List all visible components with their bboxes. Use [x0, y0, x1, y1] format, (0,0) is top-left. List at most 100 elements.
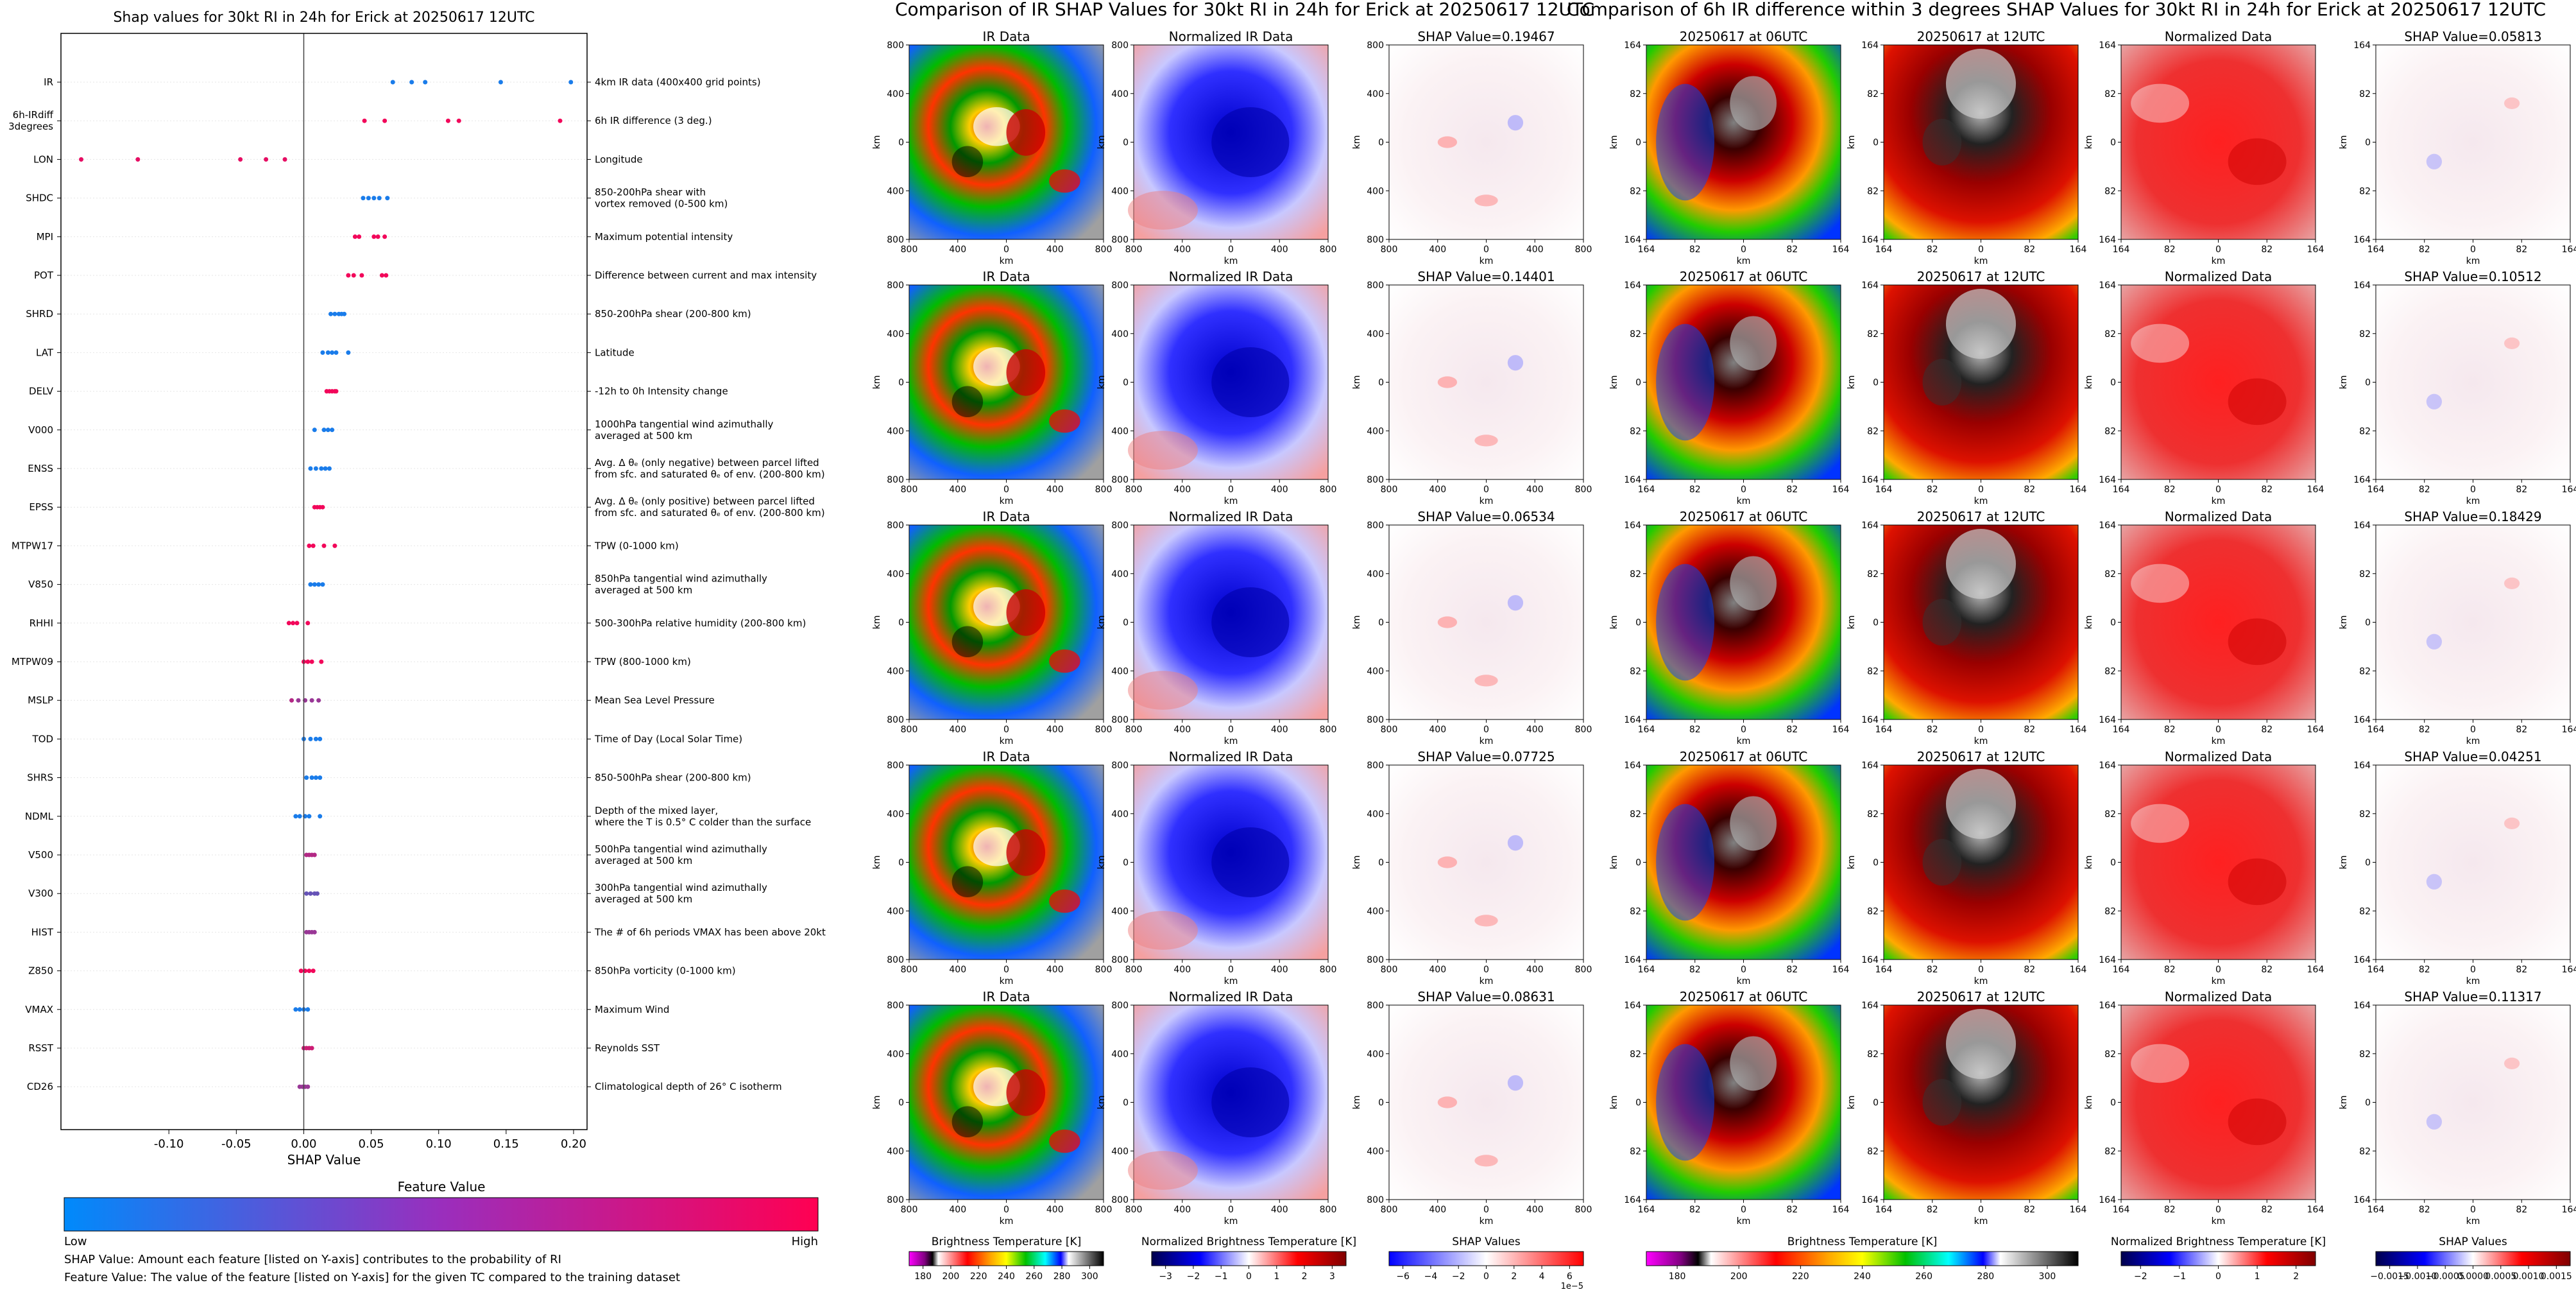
shap-value-title: SHAP Value=0.19467 [1417, 29, 1555, 44]
y-tick-label: 164 [1861, 715, 1879, 725]
shap-point [320, 350, 325, 355]
colorbar-tick-label: 200 [1730, 1271, 1748, 1282]
x-tick-label: 164 [1638, 725, 1655, 735]
y-tick-label: 82 [1630, 186, 1641, 196]
x-tick-label: 400 [1271, 725, 1288, 735]
y-axis-label: km [1096, 1096, 1107, 1110]
colorbar-tick-label: 0 [1246, 1271, 1252, 1282]
x-tick-label: 400 [1429, 245, 1446, 255]
feature-label: V500 [28, 849, 53, 861]
y-tick-label: 800 [1111, 280, 1129, 291]
x-tick-label: 164 [2070, 725, 2087, 735]
y-tick-label: 0 [2365, 858, 2371, 868]
y-axis-label: km [1609, 616, 1619, 630]
shap-value-title: SHAP Value=0.11317 [2404, 989, 2541, 1004]
colorbar-tick-label: 0.0005 [2485, 1271, 2516, 1282]
y-tick-label: 0 [1378, 378, 1384, 388]
feature-label: VMAX [25, 1004, 53, 1015]
x-tick-label: 800 [1320, 965, 1337, 975]
shap-point [313, 775, 318, 780]
feature-description-line: 500-300hPa relative humidity (200-800 km… [595, 617, 806, 629]
shap-summary-plot: Shap values for 30kt RI in 24h for Erick… [8, 10, 826, 1284]
feature-label-line: SHRD [26, 308, 53, 320]
heatmap-feature [1945, 1009, 2017, 1080]
y-tick-label: 800 [1111, 521, 1129, 531]
y-tick-label: 164 [2353, 715, 2371, 725]
x-axis-label: km [2212, 736, 2226, 746]
heatmap-image [2120, 1004, 2316, 1200]
y-tick-label: 0 [898, 138, 904, 148]
x-tick-label: 82 [2024, 245, 2035, 255]
feature-description-line: Mean Sea Level Pressure [595, 694, 715, 706]
shap-value-title: SHAP Value=0.07725 [1417, 749, 1555, 764]
y-tick-label: 800 [1111, 1195, 1129, 1205]
heatmap-feature [1474, 194, 1498, 207]
y-tick-label: 164 [2099, 475, 2116, 485]
shap-point [313, 736, 318, 741]
shap-point [316, 582, 321, 587]
x-axis-label: SHAP Value [287, 1152, 361, 1167]
x-tick-label: 0 [1228, 1205, 1234, 1215]
feature-description: 850-500hPa shear (200-800 km) [595, 772, 751, 784]
heatmap-feature [1507, 1075, 1524, 1091]
x-axis-label: km [1737, 976, 1751, 986]
x-tick-label: 82 [1927, 725, 1938, 735]
colorbar-tick-label: 260 [1025, 1271, 1043, 1282]
x-axis-label: km [2466, 736, 2480, 746]
feature-description-line: 850-500hPa shear (200-800 km) [595, 772, 751, 784]
colorbar-label: Normalized Brightness Temperature [K] [2111, 1236, 2326, 1248]
y-axis-label: km [1609, 856, 1619, 870]
shap-point [238, 157, 243, 162]
feature-description: Climatological depth of 26° C isotherm [595, 1081, 782, 1092]
heatmap-feature [1006, 108, 1046, 156]
feature-label-line: TOD [31, 733, 53, 745]
x-axis-label: km [2212, 496, 2226, 506]
heatmap-image [1388, 1004, 1584, 1200]
x-tick-label: 82 [1927, 245, 1938, 255]
shap-point [352, 234, 357, 239]
y-tick-label: 164 [1624, 475, 1641, 485]
x-tick-label: 82 [2261, 1205, 2273, 1215]
colorbar-tick-label: 4 [1539, 1271, 1545, 1282]
colorbar-tick-label: −2 [1187, 1271, 1200, 1282]
heatmap-feature [951, 386, 984, 418]
y-tick-label: 0 [898, 618, 904, 628]
heatmap-feature [1049, 169, 1080, 193]
x-axis-label: km [1737, 496, 1751, 506]
y-tick-label: 164 [1624, 40, 1641, 51]
heatmap-image [2120, 284, 2316, 480]
shap-point [319, 466, 324, 471]
x-tick-label: 800 [1095, 965, 1113, 975]
shap-point [291, 621, 296, 626]
x-tick-label: 82 [1786, 1205, 1798, 1215]
x-tick-label: 164 [1832, 965, 1850, 975]
y-axis-label: km [1847, 375, 1857, 390]
shap-point [334, 389, 339, 394]
y-tick-label: 400 [1367, 906, 1384, 917]
subplot-title: Normalized Data [2165, 509, 2273, 524]
y-axis-label: km [2339, 856, 2349, 870]
x-tick-label: 164 [1832, 485, 1850, 495]
shap-point [325, 427, 330, 433]
heatmap-feature [2426, 1114, 2443, 1130]
x-tick-label: 0 [1978, 725, 1984, 735]
heatmap-feature [951, 146, 984, 178]
heatmap-feature [2503, 817, 2520, 829]
feature-label: MSLP [28, 694, 53, 706]
shap-point [305, 621, 311, 626]
x-tick-label: 800 [1381, 485, 1398, 495]
y-tick-label: 800 [1367, 235, 1384, 245]
subplot-title: Normalized IR Data [1169, 29, 1293, 44]
feature-label-line: V300 [28, 888, 53, 899]
feature-description-line: Maximum Wind [595, 1004, 669, 1015]
feature-label: CD26 [27, 1081, 53, 1092]
colorbar-tick-label: 260 [1915, 1271, 1932, 1282]
y-axis-label: km [872, 1096, 882, 1110]
x-tick-label: 800 [1125, 245, 1143, 255]
subplot-title: 20250617 at 06UTC [1680, 269, 1808, 284]
y-tick-label: 82 [1630, 809, 1641, 820]
shap-point [456, 118, 461, 123]
y-tick-label: 800 [1367, 761, 1384, 771]
shap-point [332, 543, 337, 548]
y-tick-label: 164 [1861, 1195, 1879, 1205]
